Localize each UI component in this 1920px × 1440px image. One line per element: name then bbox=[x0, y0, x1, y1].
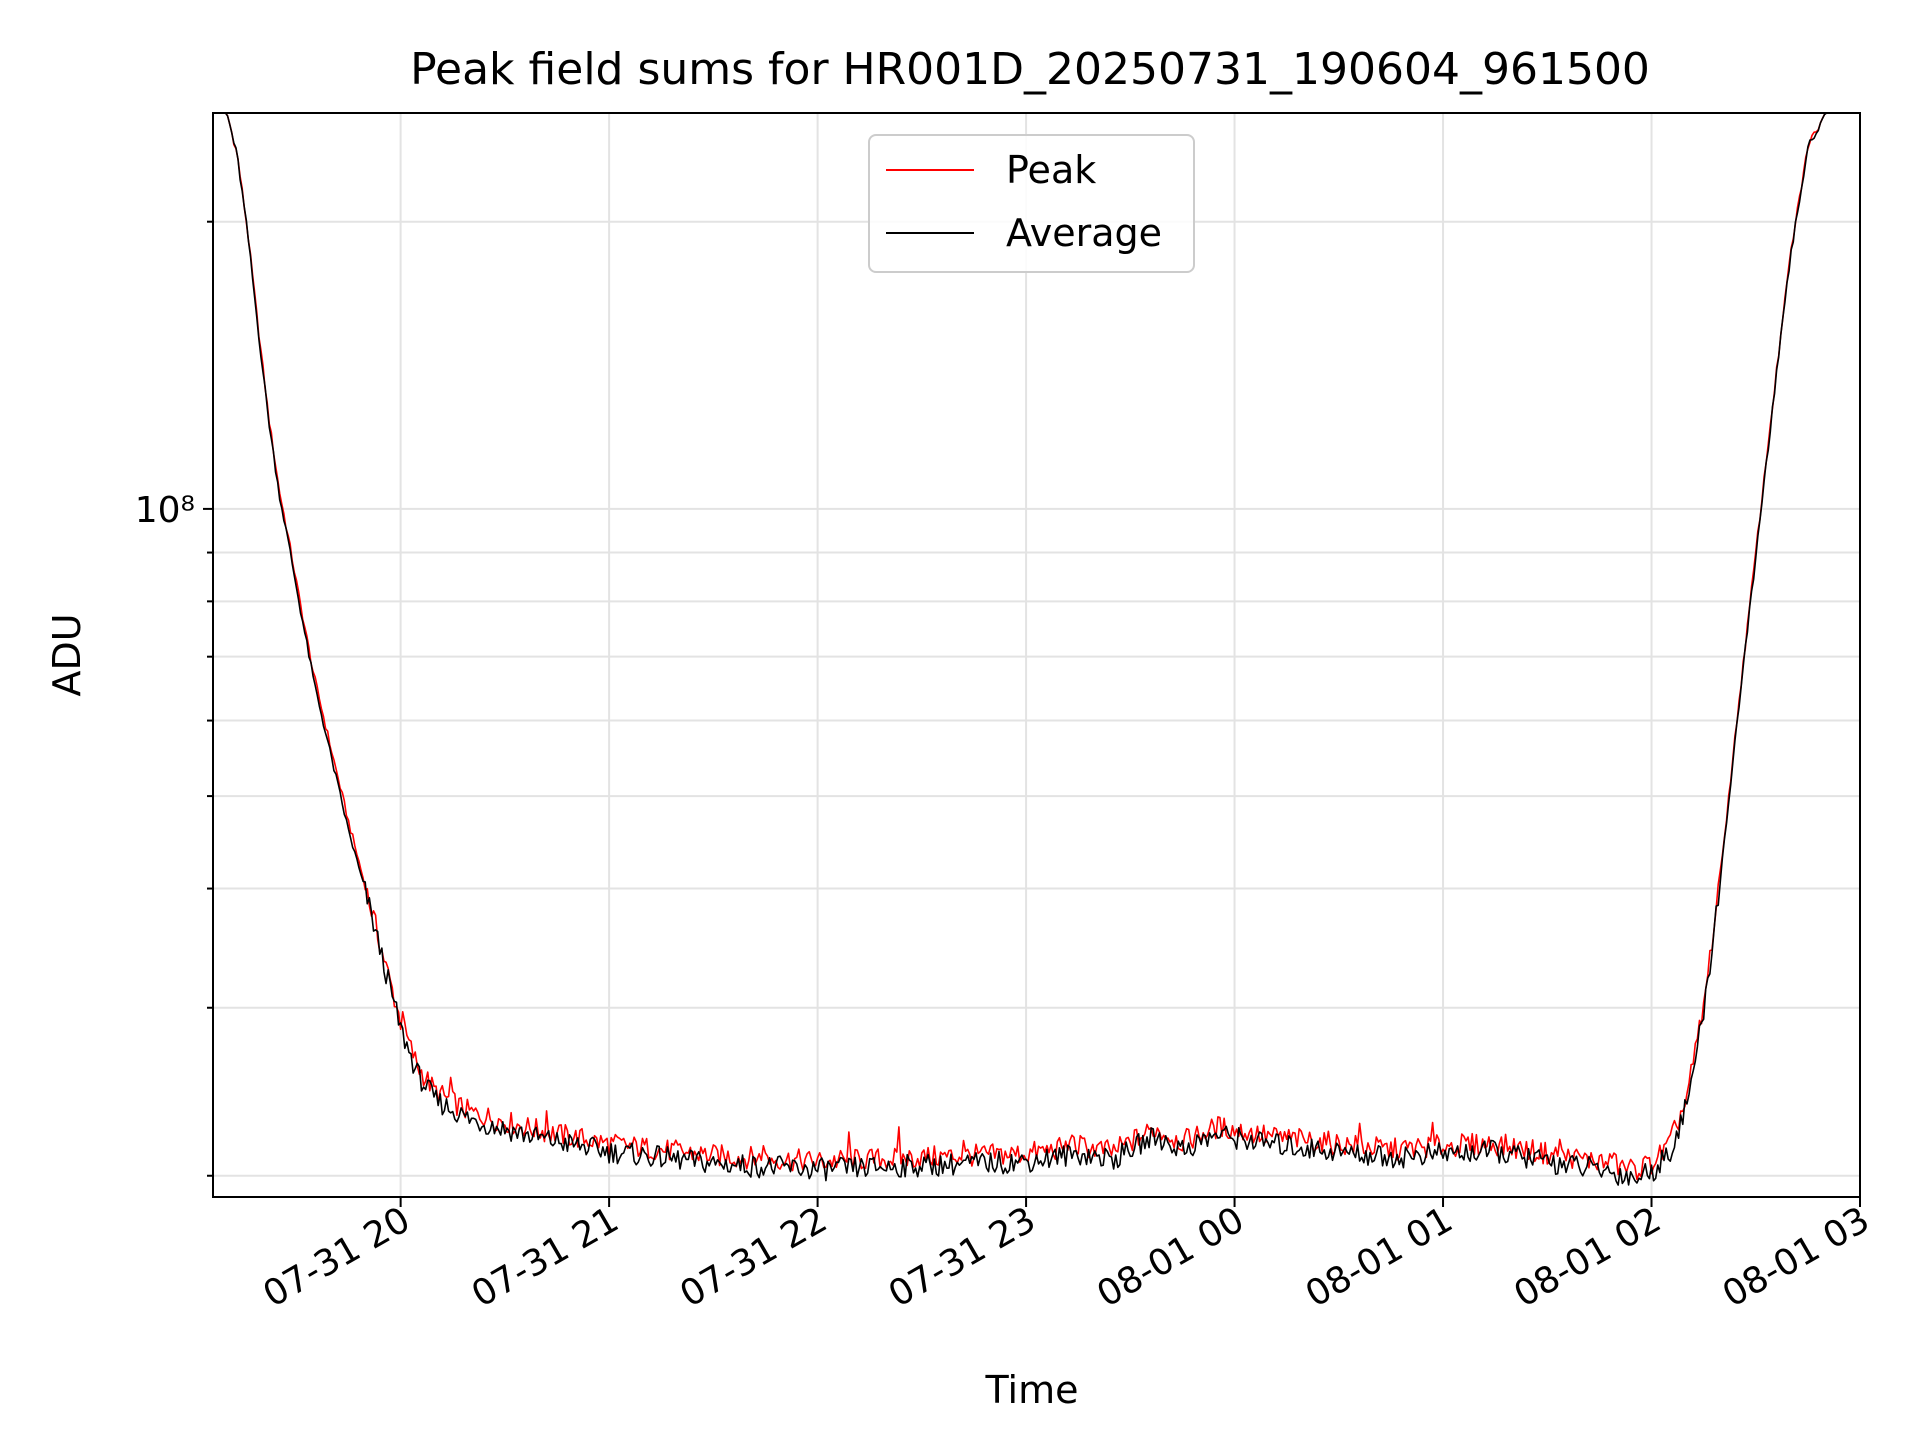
legend: Peak Average bbox=[868, 134, 1195, 273]
chart-title: Peak field sums for HR001D_20250731_1906… bbox=[410, 44, 1650, 95]
legend-label-peak: Peak bbox=[1006, 148, 1096, 192]
series-line-average bbox=[213, 112, 1858, 1186]
series-line-peak bbox=[213, 112, 1858, 1181]
x-axis-label: Time bbox=[985, 1368, 1079, 1412]
series-layer bbox=[213, 112, 1858, 1186]
plot-frame bbox=[212, 112, 1861, 1198]
legend-label-average: Average bbox=[1006, 211, 1162, 255]
y-axis-label: ADU bbox=[45, 613, 89, 696]
y-tick-label: 10⁸ bbox=[135, 490, 195, 531]
